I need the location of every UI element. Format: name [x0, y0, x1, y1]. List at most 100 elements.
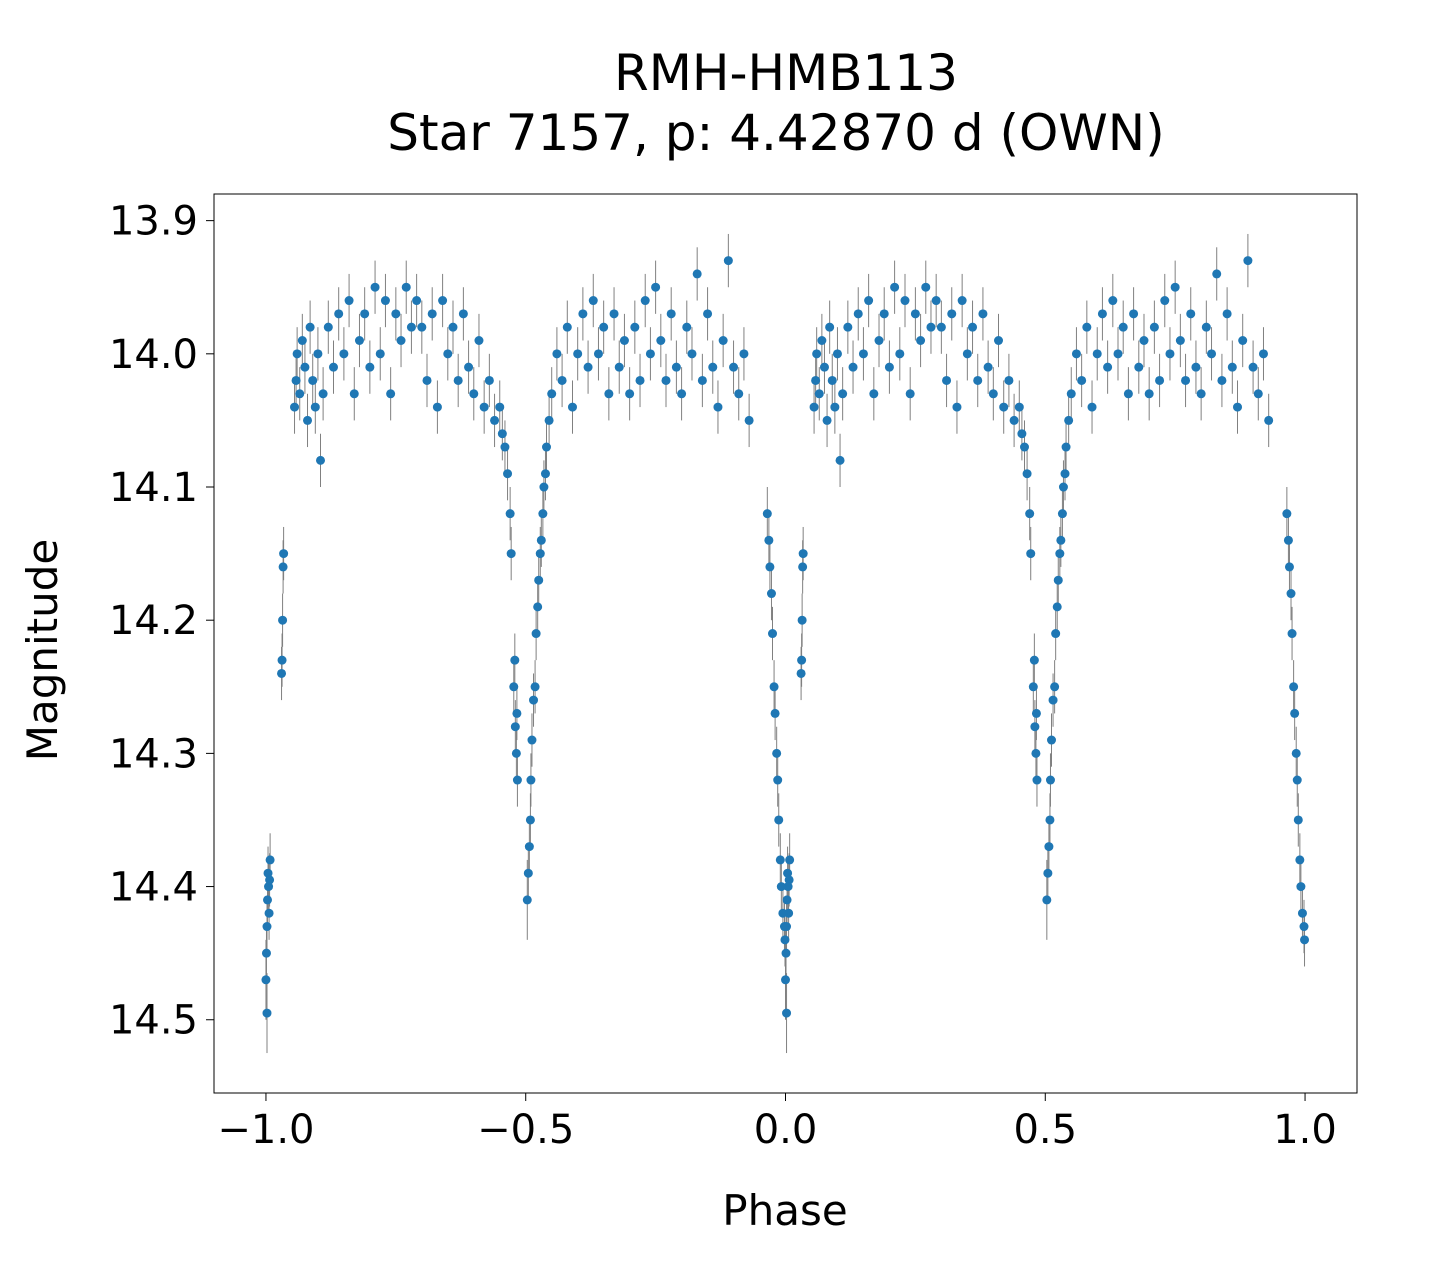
data-point	[277, 655, 287, 665]
data-point	[427, 309, 437, 319]
data-point	[819, 362, 829, 372]
data-point	[536, 535, 546, 545]
data-point	[1253, 389, 1263, 399]
data-point	[1227, 362, 1237, 372]
data-point	[438, 296, 448, 306]
data-point	[262, 1008, 272, 1018]
data-point	[1066, 389, 1076, 399]
data-point	[999, 402, 1009, 412]
data-point	[505, 509, 515, 519]
data-point	[523, 868, 533, 878]
data-point	[1032, 775, 1042, 785]
data-point	[905, 389, 915, 399]
data-point	[1217, 375, 1227, 385]
data-point	[279, 549, 289, 559]
y-axis-label: Magnitude	[18, 539, 67, 762]
x-tick-label: 0.0	[754, 1107, 818, 1153]
chart-title-line-2: Star 7157, p: 4.42870 d (OWN)	[387, 104, 1164, 162]
data-point	[768, 629, 778, 639]
data-point	[874, 336, 884, 346]
data-point	[916, 336, 926, 346]
data-point	[814, 389, 824, 399]
data-point	[884, 362, 894, 372]
data-point	[527, 735, 537, 745]
data-point	[1282, 509, 1292, 519]
data-point	[782, 1008, 792, 1018]
data-point	[921, 282, 931, 292]
data-point	[765, 562, 775, 572]
data-point	[770, 708, 780, 718]
data-point	[798, 562, 808, 572]
data-point	[1160, 296, 1170, 306]
data-point	[1045, 775, 1055, 785]
data-point	[609, 309, 619, 319]
data-point	[926, 322, 936, 332]
data-point	[265, 855, 275, 865]
data-point	[798, 549, 808, 559]
data-point	[784, 875, 794, 885]
data-point	[812, 349, 822, 359]
data-point	[313, 349, 323, 359]
data-point	[1042, 895, 1052, 905]
y-tick-label: 13.9	[109, 199, 198, 245]
data-point	[318, 389, 328, 399]
data-point	[539, 482, 549, 492]
data-point	[1170, 282, 1180, 292]
data-point	[809, 402, 819, 412]
data-point	[781, 975, 790, 985]
data-point	[1296, 882, 1306, 892]
data-point	[640, 296, 650, 306]
data-point	[1222, 309, 1232, 319]
data-point	[764, 535, 774, 545]
data-point	[412, 296, 422, 306]
data-point	[1118, 322, 1128, 332]
data-point	[1092, 349, 1102, 359]
data-point	[1175, 336, 1185, 346]
data-point	[538, 509, 548, 519]
data-point	[1129, 309, 1139, 319]
data-point	[334, 309, 344, 319]
data-point	[512, 775, 522, 785]
data-point	[994, 336, 1004, 346]
data-point	[1243, 256, 1253, 266]
data-point	[310, 402, 320, 412]
data-point	[522, 895, 532, 905]
data-point	[942, 375, 952, 385]
data-point	[1165, 349, 1175, 359]
data-point	[500, 442, 510, 452]
data-point	[443, 349, 453, 359]
data-point	[1061, 442, 1071, 452]
data-point	[797, 655, 807, 665]
data-point	[630, 322, 640, 332]
data-point	[544, 415, 554, 425]
x-axis-label: Phase	[722, 1186, 847, 1235]
y-tick-label: 14.1	[109, 465, 198, 511]
data-point	[708, 362, 718, 372]
data-point	[1056, 535, 1066, 545]
data-point	[766, 589, 776, 599]
data-point	[380, 296, 390, 306]
data-point	[1196, 389, 1206, 399]
data-point	[1047, 735, 1057, 745]
data-point	[1004, 375, 1014, 385]
data-point	[952, 402, 962, 412]
x-tick-label: 0.5	[1013, 1107, 1077, 1153]
data-point	[1022, 469, 1032, 479]
data-point	[323, 322, 333, 332]
data-point	[739, 349, 749, 359]
data-point	[1055, 549, 1065, 559]
data-point	[817, 336, 827, 346]
data-point	[354, 336, 364, 346]
data-point	[1052, 602, 1062, 612]
x-axis-ticks: −1.0 −0.5 0.0 0.5 1.0	[217, 1093, 1337, 1153]
data-point	[776, 882, 786, 892]
data-point	[261, 948, 271, 958]
data-point	[1082, 322, 1092, 332]
data-point	[661, 375, 671, 385]
data-point	[1155, 375, 1165, 385]
data-point	[264, 882, 274, 892]
data-point	[1044, 842, 1054, 852]
y-tick-label: 14.2	[109, 598, 198, 644]
data-point	[469, 389, 479, 399]
data-point	[825, 322, 835, 332]
